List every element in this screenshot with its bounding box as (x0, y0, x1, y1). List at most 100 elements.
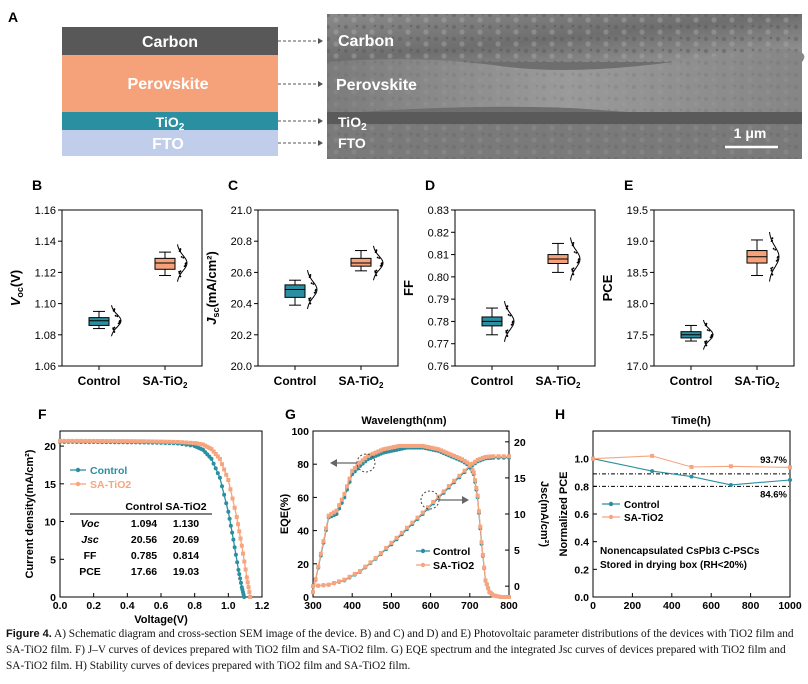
eqe-marker-3 (491, 454, 496, 459)
panel-letter: C (228, 177, 238, 193)
annotation-sa: 93.7% (760, 455, 787, 466)
eqe-marker-1 (371, 451, 376, 456)
plot-frame (454, 209, 596, 367)
y-tick-label: 18.5 (627, 267, 648, 279)
panel-d: D 0.76 0.77 0.78 0.79 0.80 0.81 0.82 0.83 FF Contr… (401, 177, 596, 390)
sem-image (327, 14, 805, 159)
y-tick-label: 0.8 (574, 481, 589, 493)
control-data-point (112, 328, 115, 330)
y2-axis-label: Jsc(mA/cm²) (538, 481, 550, 547)
eqe-marker-1 (483, 578, 488, 583)
x-tick-label: 600 (422, 600, 440, 612)
x-category-label: Control (670, 374, 713, 388)
table-row-label: FF (84, 550, 97, 562)
jv-marker-sa (91, 438, 96, 443)
x-tick-label: 0.4 (120, 600, 135, 612)
y-tick-label: 18.0 (627, 299, 648, 311)
control-data-point (113, 331, 116, 333)
x-tick-label: 300 (304, 600, 322, 612)
jv-marker-sa (213, 452, 218, 457)
y-tick-label: 20.8 (231, 236, 252, 248)
y-tick-label: 1.14 (35, 236, 56, 248)
jv-marker-sa (146, 439, 151, 444)
sem-carbon-label: Carbon (338, 33, 394, 50)
x-axis-label: Voltage(V) (134, 614, 188, 626)
y2-tick-label: 10 (514, 509, 526, 521)
jv-marker-control (220, 484, 225, 489)
jv-marker-sa (74, 438, 79, 443)
x-category-label: Control (471, 374, 514, 388)
y-tick-label: 20.6 (231, 267, 252, 279)
eqe-marker-1 (476, 509, 481, 514)
layer-perovskite (62, 55, 278, 112)
jv-marker-sa (159, 439, 163, 444)
eqe-marker-1 (428, 445, 433, 450)
eqe-marker-1 (436, 447, 441, 452)
eqe-marker-1 (433, 446, 438, 451)
jv-marker-sa (238, 536, 243, 541)
sem-fto-label: FTO (338, 135, 366, 151)
control-data-point (704, 341, 707, 344)
eqe-marker-3 (363, 564, 368, 569)
plot-frame (61, 209, 203, 367)
x-tick-label: 200 (624, 600, 642, 612)
y-tick-label: 20.0 (231, 361, 252, 373)
x-category-label: Control (78, 374, 121, 388)
jv-marker-sa (79, 438, 84, 443)
eqe-marker-1 (493, 593, 498, 598)
eqe-marker-3 (420, 510, 425, 515)
control-data-point (710, 334, 713, 337)
y-tick-label: 1.12 (35, 267, 56, 279)
legend-label: SA-TiO2 (90, 479, 131, 491)
sa-box (350, 257, 372, 267)
sa-data-point (378, 257, 381, 259)
eqe-marker-1 (484, 582, 489, 587)
eqe-marker-3 (378, 550, 383, 555)
jv-marker-control (233, 552, 238, 557)
control-data-point (309, 302, 312, 305)
eqe-marker-3 (352, 571, 357, 576)
control-data-point (310, 282, 313, 285)
y-tick-label: 0.4 (574, 537, 589, 549)
eqe-marker-1 (384, 446, 389, 451)
y-tick-label: 5 (50, 554, 56, 566)
eqe-marker-1 (365, 453, 370, 458)
eqe-marker-3 (425, 505, 430, 510)
eqe-marker-1 (386, 446, 391, 451)
y-tick-label: 0.81 (428, 250, 449, 262)
legend-label: SA-TiO2 (433, 560, 474, 572)
y-tick-label: 10 (44, 517, 56, 529)
annotation-control: 84.6% (760, 489, 787, 500)
eqe-marker-1 (324, 526, 329, 531)
y-tick-label: 15 (44, 479, 56, 491)
control-data-point (704, 324, 707, 327)
table-cell: 19.03 (173, 566, 199, 578)
eqe-marker-1 (373, 450, 378, 455)
control-data-point (708, 329, 711, 332)
eqe-marker-1 (475, 493, 480, 498)
eqe-marker-1 (394, 444, 399, 449)
sa-data-point (772, 247, 775, 250)
jv-marker-control (217, 475, 222, 480)
jv-marker-control (224, 501, 229, 506)
jv-marker-sa (237, 529, 242, 534)
control-box (88, 317, 110, 326)
panel-e: E 17.0 17.5 18.0 18.5 19.0 19.5 PCE Control SA-Ti… (600, 177, 795, 390)
jv-marker-sa (116, 439, 121, 444)
jv-marker-sa (215, 454, 220, 459)
eqe-marker-1 (471, 470, 476, 475)
eqe-marker-1 (470, 467, 475, 472)
eqe-marker-1 (376, 449, 381, 454)
x-category-label: SA-TiO2 (735, 374, 780, 390)
control-data-point (511, 321, 514, 324)
sa-data-point (380, 264, 383, 267)
eqe-marker-1 (474, 485, 479, 490)
eqe-marker-1 (496, 594, 501, 599)
table-header: SA-TiO2 (165, 501, 206, 513)
y-tick-label: 1.06 (35, 361, 56, 373)
panel-c: C 20.0 20.2 20.4 20.6 20.8 21.0 Jsc(mA/cm²) Cont… (204, 177, 399, 390)
x-tick-label: 700 (461, 600, 479, 612)
eqe-marker-1 (415, 443, 420, 448)
eqe-marker-1 (358, 460, 363, 465)
